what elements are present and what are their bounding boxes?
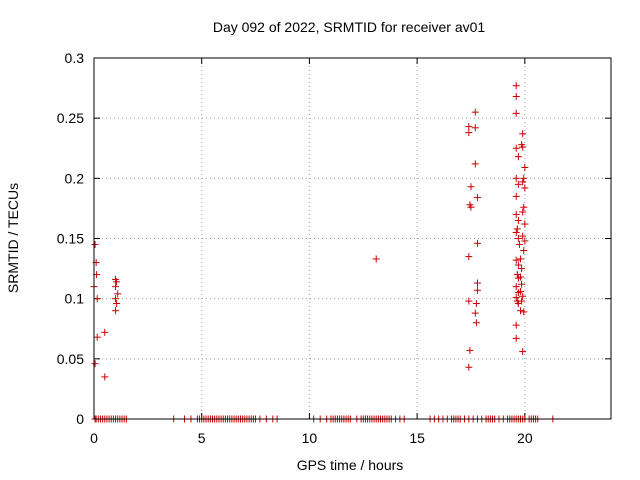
data-point — [517, 273, 525, 281]
data-point — [113, 278, 121, 286]
y-tick-label: 0.3 — [65, 50, 85, 66]
data-point — [512, 192, 520, 200]
data-point — [471, 124, 479, 132]
data-point — [512, 93, 520, 101]
x-tick-label: 20 — [517, 430, 533, 446]
data-point — [112, 295, 120, 303]
data-point — [473, 279, 481, 287]
data-point — [466, 346, 474, 354]
data-points — [90, 82, 557, 423]
data-point — [521, 164, 529, 172]
y-tick-label: 0.15 — [57, 231, 84, 247]
y-tick-label: 0.25 — [57, 110, 84, 126]
plot-frame — [93, 57, 612, 420]
data-point — [518, 280, 526, 288]
data-point — [517, 255, 525, 263]
data-point — [520, 308, 528, 316]
data-point — [471, 160, 479, 168]
data-point — [520, 203, 528, 211]
data-point — [471, 309, 479, 317]
data-point — [113, 299, 121, 307]
y-tick-label: 0.1 — [65, 291, 85, 307]
data-point — [514, 261, 522, 269]
data-point — [473, 286, 481, 294]
data-point — [519, 232, 527, 240]
data-point — [520, 174, 528, 182]
data-point — [519, 178, 527, 186]
data-point — [518, 265, 526, 273]
data-point — [521, 184, 529, 192]
axis-ticks — [93, 57, 611, 420]
data-point — [91, 360, 99, 368]
data-point — [519, 130, 527, 138]
grid-lines — [94, 58, 611, 419]
data-point — [472, 299, 480, 307]
data-point — [512, 283, 520, 291]
data-point — [372, 255, 380, 263]
data-point — [518, 297, 526, 305]
data-point — [514, 180, 522, 188]
y-tick-label: 0.05 — [57, 351, 84, 367]
data-point — [512, 293, 520, 301]
data-point — [519, 208, 527, 216]
data-point — [512, 174, 520, 182]
data-point — [512, 334, 520, 342]
x-tick-label: 0 — [90, 430, 98, 446]
chart-title: Day 092 of 2022, SRMTID for receiver av0… — [213, 19, 486, 35]
data-point — [93, 333, 101, 341]
x-tick-label: 10 — [302, 430, 318, 446]
data-point — [512, 210, 520, 218]
data-point — [101, 328, 109, 336]
data-point — [520, 247, 528, 255]
data-point — [465, 297, 473, 305]
data-point — [473, 194, 481, 202]
data-point — [512, 109, 520, 117]
data-point — [514, 216, 522, 224]
data-point — [519, 292, 527, 300]
data-point — [517, 307, 525, 315]
x-axis-label: GPS time / hours — [297, 457, 404, 473]
data-point — [512, 256, 520, 264]
data-point — [465, 363, 473, 371]
data-point — [515, 241, 523, 249]
data-point — [91, 241, 99, 249]
data-point — [513, 225, 521, 233]
data-point — [471, 108, 479, 116]
data-point — [514, 235, 522, 242]
data-point — [465, 129, 473, 137]
data-point — [472, 319, 480, 327]
data-point — [465, 123, 473, 131]
data-point — [112, 283, 120, 291]
y-tick-label: 0 — [76, 411, 84, 427]
y-tick-label: 0.2 — [65, 170, 85, 186]
data-point — [93, 295, 101, 303]
data-point — [112, 307, 120, 315]
data-point — [467, 183, 475, 191]
data-point — [519, 143, 527, 151]
data-point — [512, 144, 520, 152]
x-tick-label: 15 — [409, 430, 425, 446]
data-point — [512, 228, 520, 236]
data-point — [517, 287, 525, 295]
data-point — [519, 348, 527, 356]
data-point — [521, 237, 529, 245]
data-point — [473, 239, 481, 247]
x-tick-label: 5 — [198, 430, 206, 446]
data-point — [512, 82, 520, 90]
data-point — [512, 321, 520, 329]
y-axis-label: SRMTID / TECUs — [5, 183, 21, 293]
data-point — [101, 373, 109, 381]
data-point — [514, 153, 522, 161]
tick-labels: 0 5 10 15 20 0 0.05 0.1 0.15 0.2 0.25 0.3 — [57, 50, 533, 446]
data-point — [467, 203, 475, 211]
data-point — [465, 253, 473, 261]
data-point — [114, 290, 122, 298]
data-point — [521, 220, 529, 228]
